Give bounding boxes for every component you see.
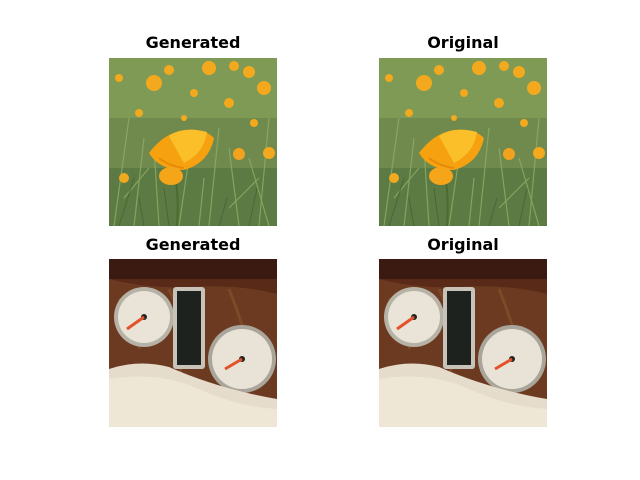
poppy-photo-original: [379, 58, 547, 226]
dashboard-gauges-photo-original: [379, 259, 547, 427]
dashboard-gauges-photo-generated: [109, 259, 277, 427]
poppy-scene: [109, 58, 277, 226]
gauges-scene: [109, 259, 277, 427]
panel-title-generated-1: Generated: [145, 33, 241, 52]
panel-title-original-2: Original: [427, 235, 499, 254]
poppy-photo-generated: [109, 58, 277, 226]
panel-title-generated-2: Generated: [145, 235, 241, 254]
panel-title-original-1: Original: [427, 33, 499, 52]
gauges-scene: [379, 259, 547, 427]
poppy-scene: [379, 58, 547, 226]
